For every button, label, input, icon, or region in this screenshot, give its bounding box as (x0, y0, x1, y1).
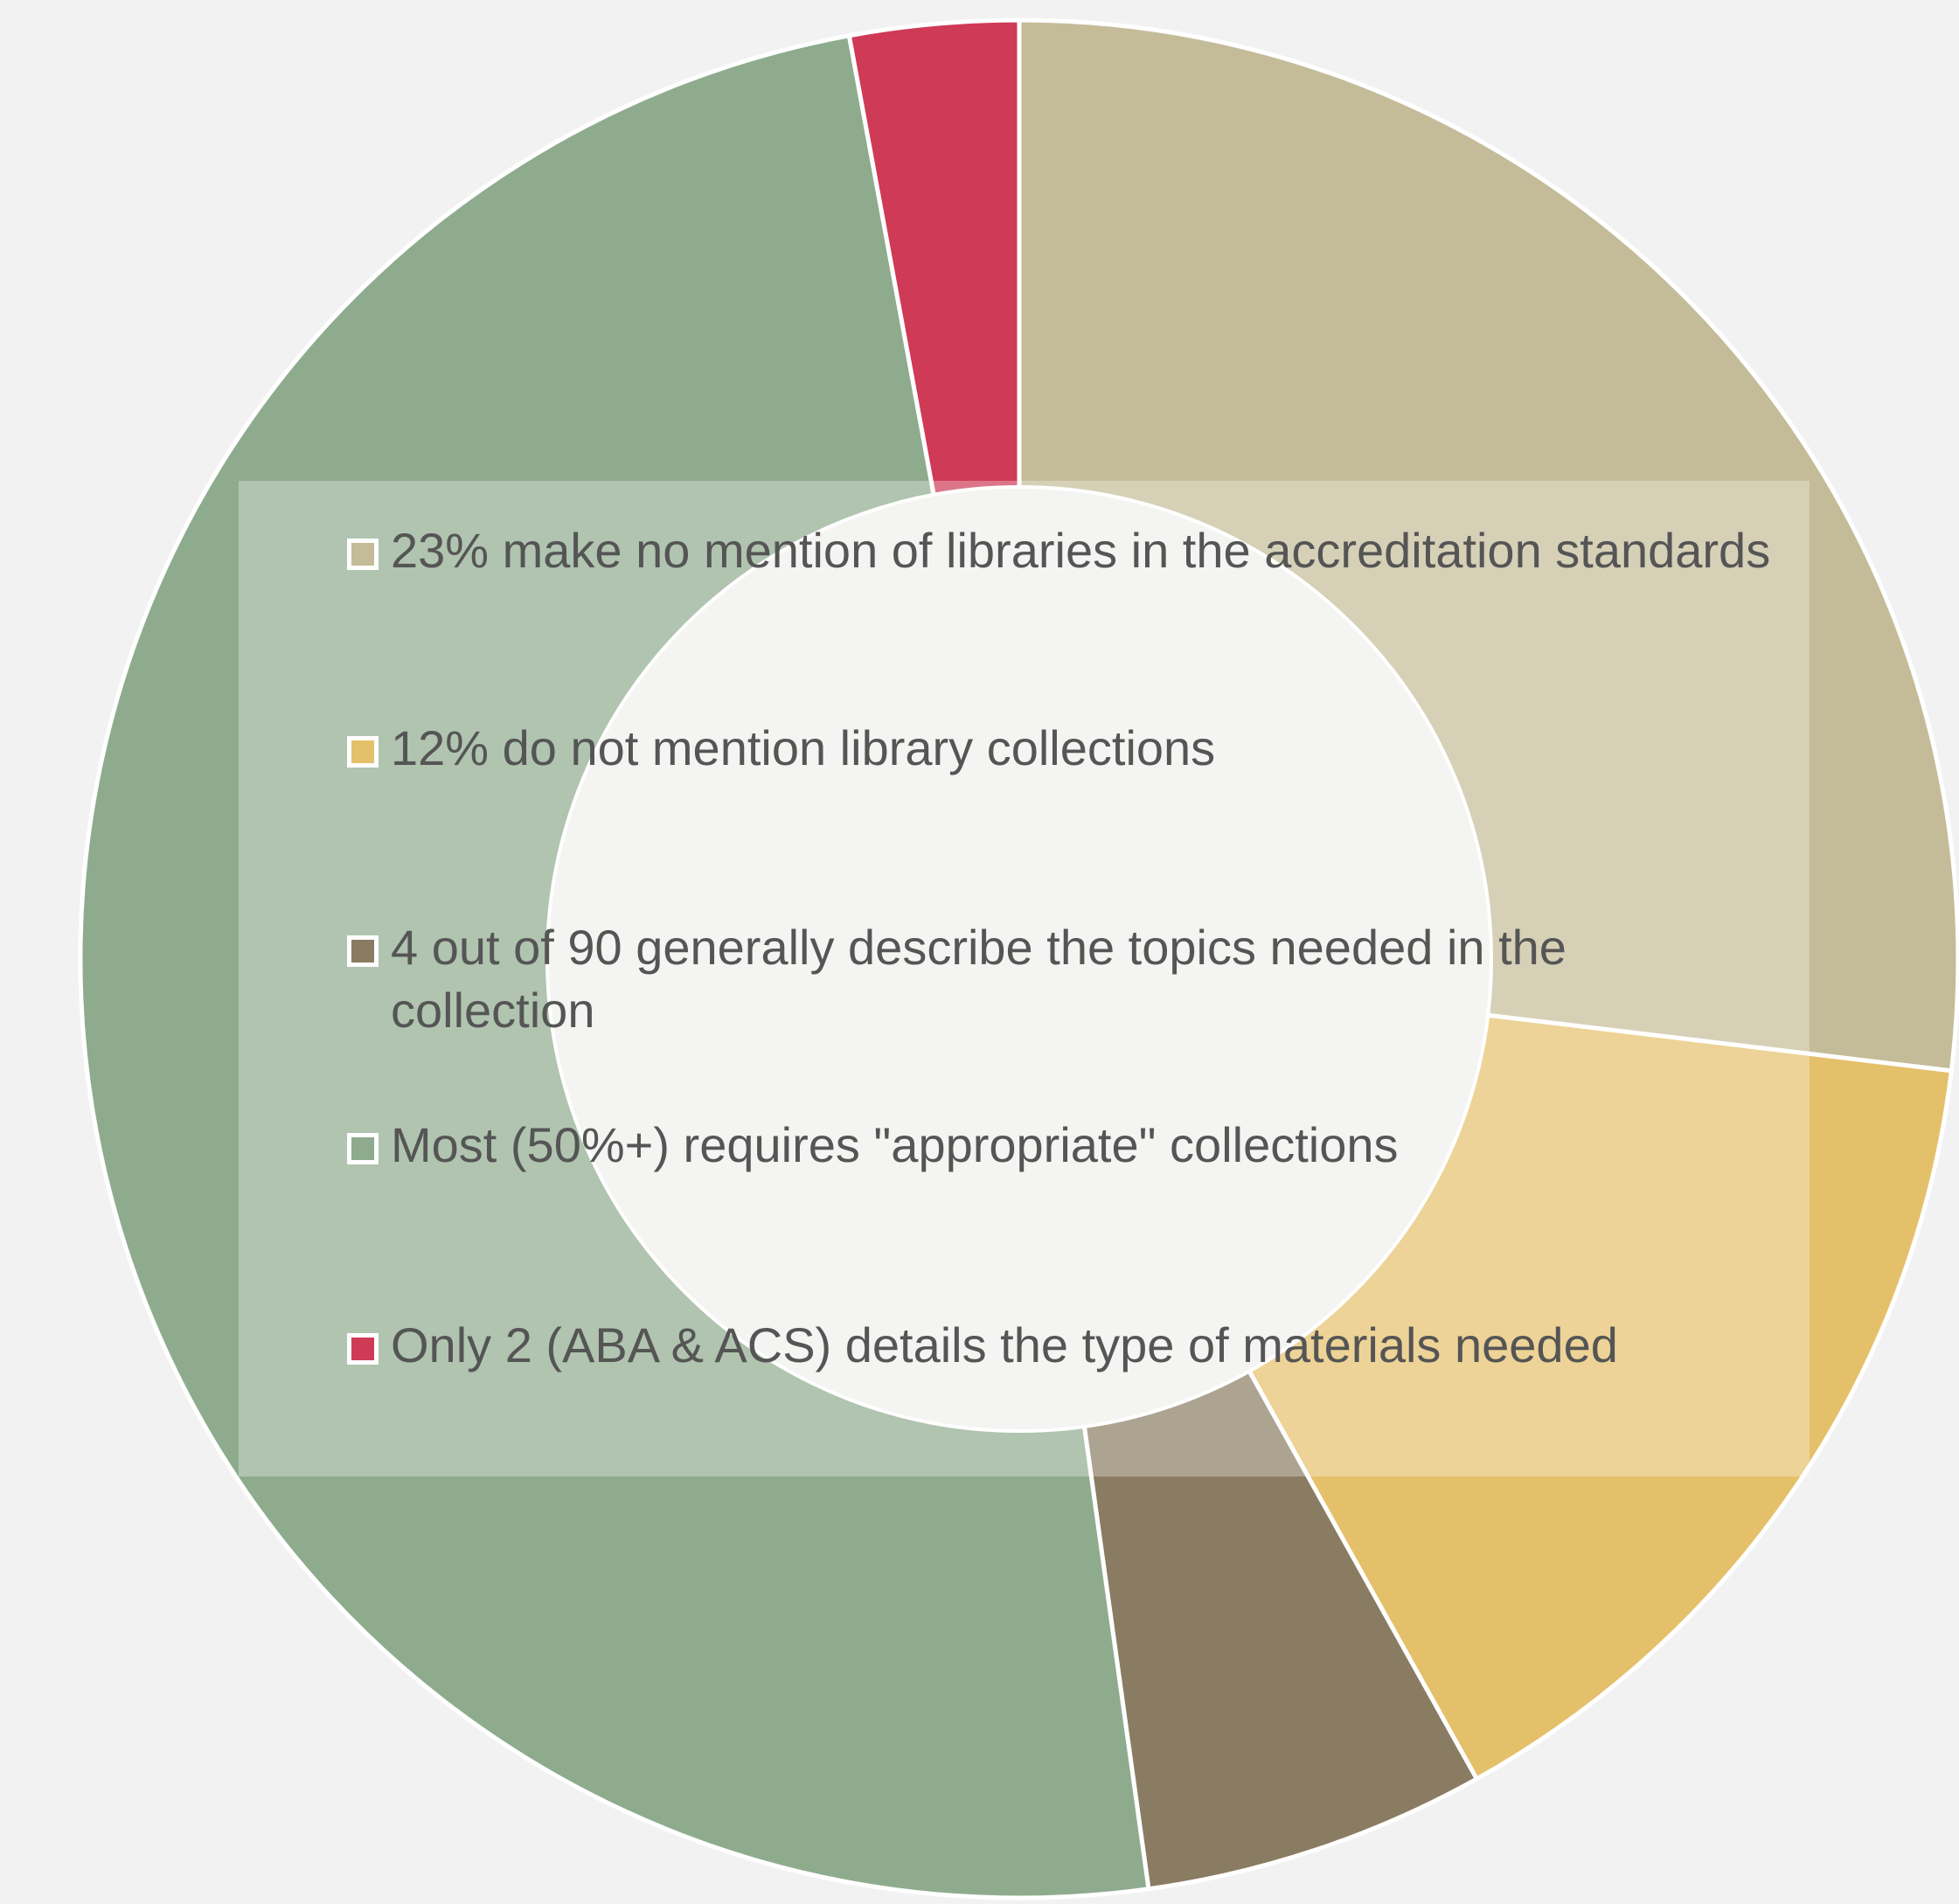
legend-swatch (347, 1333, 379, 1365)
legend-item: Only 2 (ABA & ACS) details the type of m… (347, 1314, 1781, 1377)
legend-swatch (347, 736, 379, 768)
legend-swatch (347, 935, 379, 967)
legend-label: Most (50%+) requires "appropriate" colle… (391, 1117, 1399, 1172)
legend-item: 4 out of 90 generally describe the topic… (347, 916, 1781, 1042)
legend-item: 12% do not mention library collections (347, 717, 1781, 780)
legend-label: Only 2 (ABA & ACS) details the type of m… (391, 1317, 1618, 1372)
legend-item: Most (50%+) requires "appropriate" colle… (347, 1114, 1781, 1177)
legend-label: 4 out of 90 generally describe the topic… (391, 920, 1567, 1038)
legend-swatch (347, 539, 379, 570)
donut-hole (545, 485, 1493, 1433)
legend-label: 12% do not mention library collections (391, 720, 1216, 775)
legend-swatch (347, 1133, 379, 1164)
legend-label: 23% make no mention of libraries in the … (391, 523, 1771, 578)
legend-item: 23% make no mention of libraries in the … (347, 519, 1781, 582)
chart-legend: 23% make no mention of libraries in the … (239, 481, 1810, 1477)
